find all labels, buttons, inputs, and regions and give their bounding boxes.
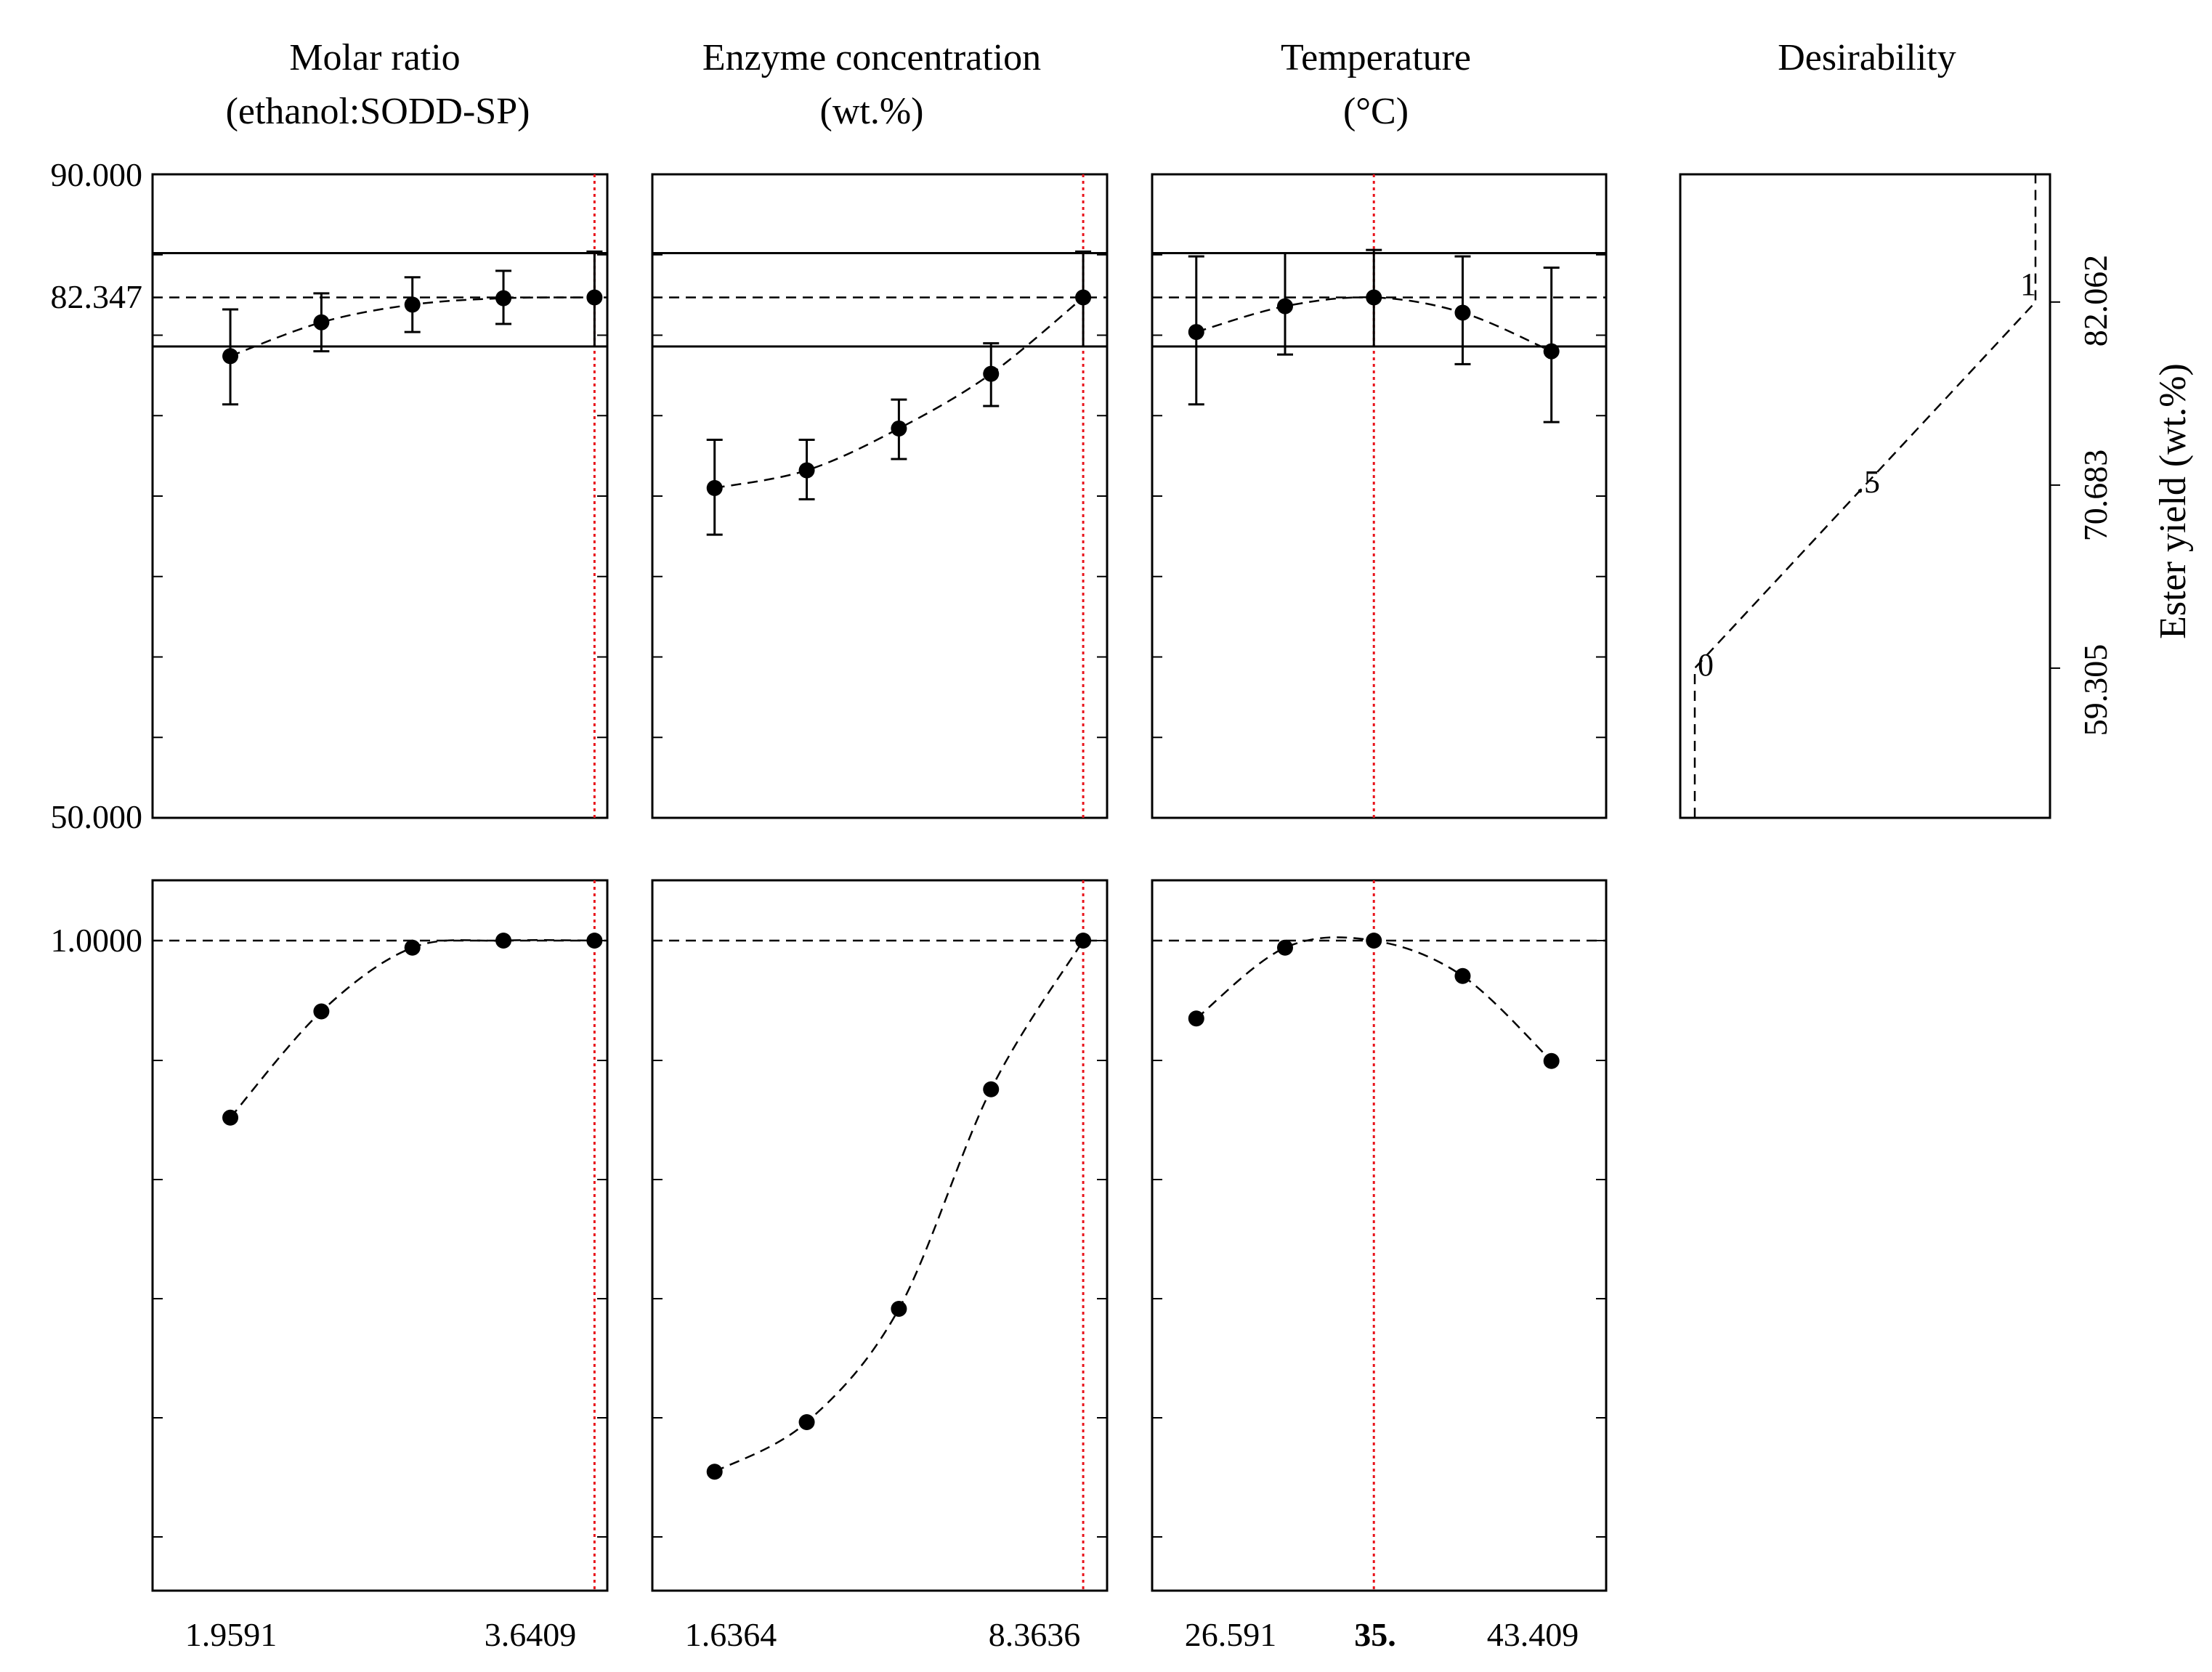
factor3-desirability-point-2 (1366, 933, 1382, 949)
factor2-desirability-point-3 (983, 1081, 1000, 1097)
factor1-desirability-point-2 (404, 939, 421, 956)
factor2-response-point-1 (798, 462, 815, 479)
factor1-response-point-0 (222, 348, 239, 365)
factor1-response-point-4 (586, 289, 603, 306)
factor3-min-label: 26.591 (1185, 1616, 1277, 1653)
factor2-response-point-0 (706, 479, 723, 496)
factor1-desirability-point-1 (313, 1003, 330, 1020)
factor3-desirability-point-1 (1276, 939, 1293, 956)
factor3-desirability-point-3 (1454, 967, 1471, 984)
factor2-desirability-point-1 (798, 1414, 815, 1430)
factor3-desirability-point-0 (1188, 1010, 1204, 1027)
factor2-title-line2: (wt.%) (820, 91, 924, 132)
factor1-desirability-point-0 (222, 1109, 239, 1126)
factor2-desirability-point-2 (891, 1301, 907, 1317)
factor1-title-line2: (ethanol:SODD-SP) (226, 91, 530, 132)
desirability-title: Desirability (1778, 37, 1956, 78)
factor1-response-point-2 (404, 296, 421, 313)
factor2-title-line1: Enzyme concentration (702, 37, 1041, 78)
factor3-desirability-point-4 (1543, 1052, 1560, 1069)
factor1-response-point-1 (313, 314, 330, 330)
factor2-response-point-4 (1075, 289, 1092, 306)
response-axis-min-label: 50.000 (51, 798, 143, 835)
factor3-current-label: 35. (1354, 1616, 1396, 1653)
factor1-desirability-frame (151, 879, 609, 1592)
factor1-desirability-point-4 (586, 933, 603, 949)
desirability-axis-label-2: 59.305 (2077, 644, 2114, 736)
factor1-desirability-point-3 (495, 933, 512, 949)
factor3-response-point-0 (1188, 324, 1204, 341)
factor1-min-label: 1.9591 (185, 1616, 277, 1653)
factor1-response-frame (151, 173, 609, 819)
factor1-response-point-3 (495, 290, 512, 307)
factor2-response-frame (651, 173, 1109, 819)
desirability-marker-label-1: .5 (1856, 464, 1880, 500)
factor3-max-label: 43.409 (1487, 1616, 1579, 1653)
factor3-title-line2: (°C) (1343, 91, 1409, 132)
factor2-response-point-3 (983, 365, 1000, 382)
factor3-response-point-2 (1366, 289, 1382, 306)
factor2-desirability-point-4 (1075, 933, 1092, 949)
desirability-axis-label-0: 82.062 (2077, 255, 2114, 347)
factor3-response-frame (1151, 173, 1608, 819)
desirability-marker-label-0: 0 (1698, 647, 1714, 683)
factor2-max-label: 8.3636 (989, 1616, 1081, 1653)
factor3-response-point-3 (1454, 304, 1471, 321)
desirability-axis-label-1: 70.683 (2077, 450, 2114, 542)
factor1-desirability-curve (230, 939, 595, 1119)
desirability-function-curve (1693, 174, 2037, 818)
factor2-desirability-frame (651, 879, 1109, 1592)
factor3-response-point-1 (1276, 298, 1293, 314)
factor2-min-label: 1.6364 (685, 1616, 777, 1653)
desirability-axis-current-label: 1.0000 (51, 922, 143, 959)
factor2-desirability-point-0 (706, 1464, 723, 1480)
factor3-desirability-frame (1151, 879, 1608, 1592)
factor3-title-line1: Temperature (1281, 37, 1471, 78)
response-axis-max-label: 90.000 (51, 156, 143, 193)
factor1-max-label: 3.6409 (485, 1616, 577, 1653)
factor2-response-point-2 (891, 420, 907, 437)
chart-marks: 0.51 (151, 173, 2060, 1592)
response-axis-title: Ester yield (wt.%) (2152, 363, 2194, 639)
factor1-title-line1: Molar ratio (289, 37, 460, 78)
factor3-response-point-4 (1543, 343, 1560, 360)
response-axis-current-label: 82.347 (51, 278, 143, 315)
factor2-desirability-curve (714, 940, 1085, 1473)
desirability-marker-label-2: 1 (2020, 267, 2036, 302)
factor3-response-curve (1196, 296, 1552, 352)
desirability-function-frame (1679, 173, 2051, 819)
